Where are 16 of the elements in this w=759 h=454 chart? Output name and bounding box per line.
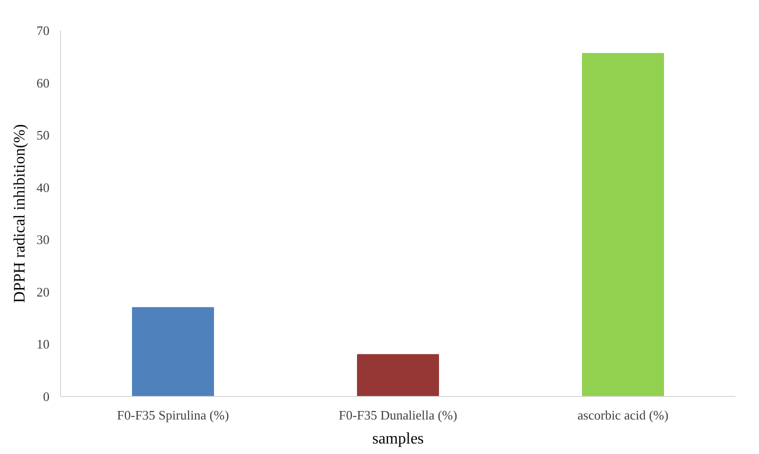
y-tick-label: 70 xyxy=(36,23,50,38)
x-tick-label: F0-F35 Spirulina (%) xyxy=(117,408,229,422)
bar xyxy=(357,354,439,396)
y-tick-label: 0 xyxy=(43,389,50,404)
x-axis-title: samples xyxy=(372,430,424,448)
bar xyxy=(582,53,664,396)
y-axis-title: DPPH radical inhibition(%) xyxy=(12,124,28,303)
y-tick-label: 20 xyxy=(36,284,50,300)
x-tick-label: ascorbic acid (%) xyxy=(578,408,668,422)
y-tick-label: 60 xyxy=(36,75,50,90)
y-tick-label: 10 xyxy=(36,336,50,352)
y-tick-label: 50 xyxy=(36,128,50,143)
x-tick-label: F0-F35 Dunaliella (%) xyxy=(338,408,458,422)
y-tick-label: 30 xyxy=(36,232,50,248)
y-tick-label: 40 xyxy=(36,180,50,195)
bar xyxy=(132,307,214,396)
